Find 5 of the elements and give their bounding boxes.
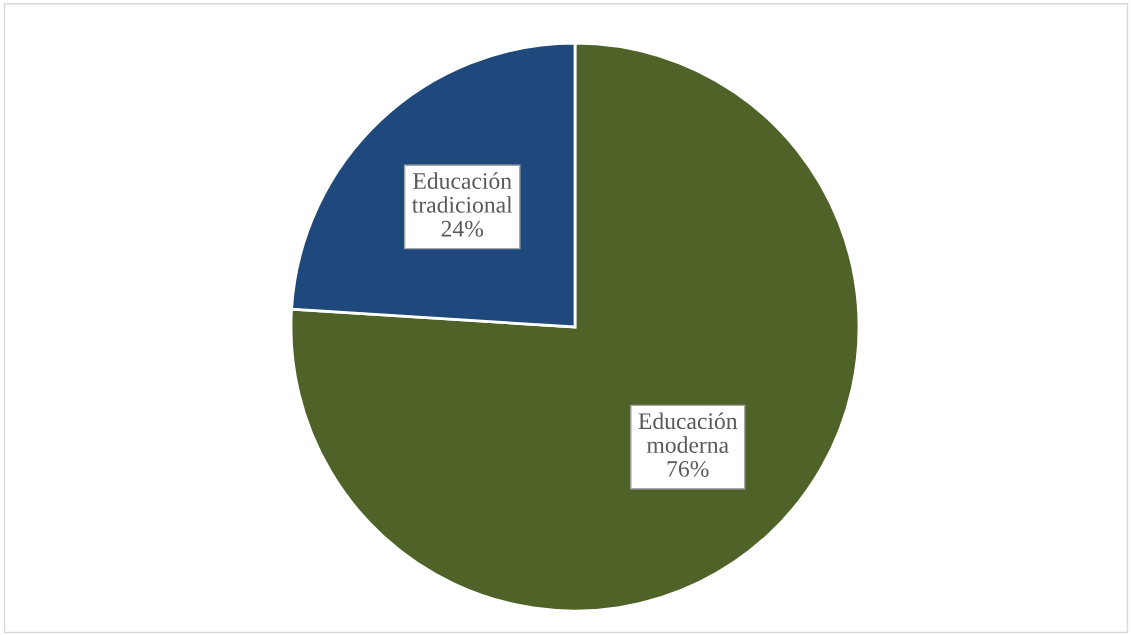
- data-label: 24%: [441, 220, 484, 237]
- pie-slice: [289, 41, 861, 613]
- data-label: 76%: [667, 460, 709, 477]
- slice-label: Educación moderna: [638, 412, 738, 453]
- slice-label: Educación tradicional: [411, 172, 513, 213]
